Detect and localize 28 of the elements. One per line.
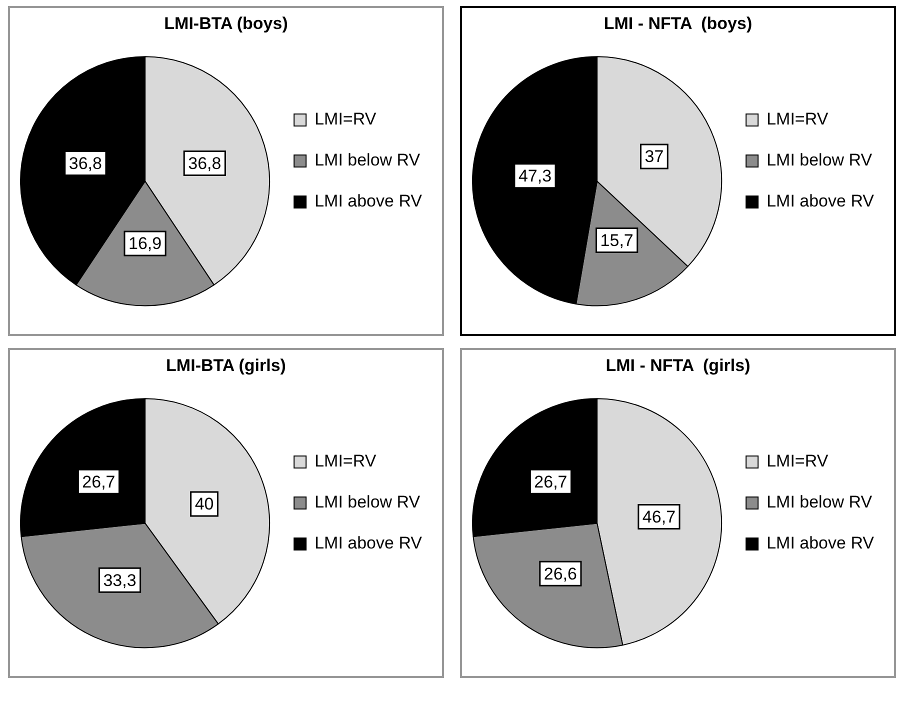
legend-label: LMI below RV xyxy=(766,150,873,170)
data-label: 15,7 xyxy=(600,230,634,250)
legend-label: LMI=RV xyxy=(314,452,377,471)
legend-label: LMI=RV xyxy=(766,452,829,471)
data-label: 40 xyxy=(194,494,214,514)
chart-title: LMI-BTA (boys) xyxy=(164,14,288,33)
chart-title: LMI - NFTA (girls) xyxy=(606,356,750,375)
legend-label: LMI below RV xyxy=(314,150,421,170)
legend-label: LMI=RV xyxy=(766,110,829,129)
data-label: 16,9 xyxy=(128,234,162,254)
data-label: 37 xyxy=(644,147,664,166)
legend-label: LMI below RV xyxy=(766,492,873,512)
legend-label: LMI above RV xyxy=(766,192,875,211)
data-label: 26,6 xyxy=(544,564,577,584)
data-label: 47,3 xyxy=(518,166,552,186)
data-label: 26,7 xyxy=(534,472,568,492)
data-label: 33,3 xyxy=(103,570,136,590)
legend-label: LMI below RV xyxy=(314,492,421,512)
legend-label: LMI above RV xyxy=(766,534,875,553)
data-label: 46,7 xyxy=(642,507,676,526)
data-label: 26,7 xyxy=(82,472,116,492)
legend-label: LMI above RV xyxy=(314,192,423,211)
data-label: 36,8 xyxy=(188,154,222,173)
legend-label: LMI above RV xyxy=(314,534,423,553)
data-label: 36,8 xyxy=(68,154,102,173)
legend-label: LMI=RV xyxy=(314,110,377,129)
chart-title: LMI-BTA (girls) xyxy=(166,356,286,375)
chart-title: LMI - NFTA (boys) xyxy=(604,14,752,33)
